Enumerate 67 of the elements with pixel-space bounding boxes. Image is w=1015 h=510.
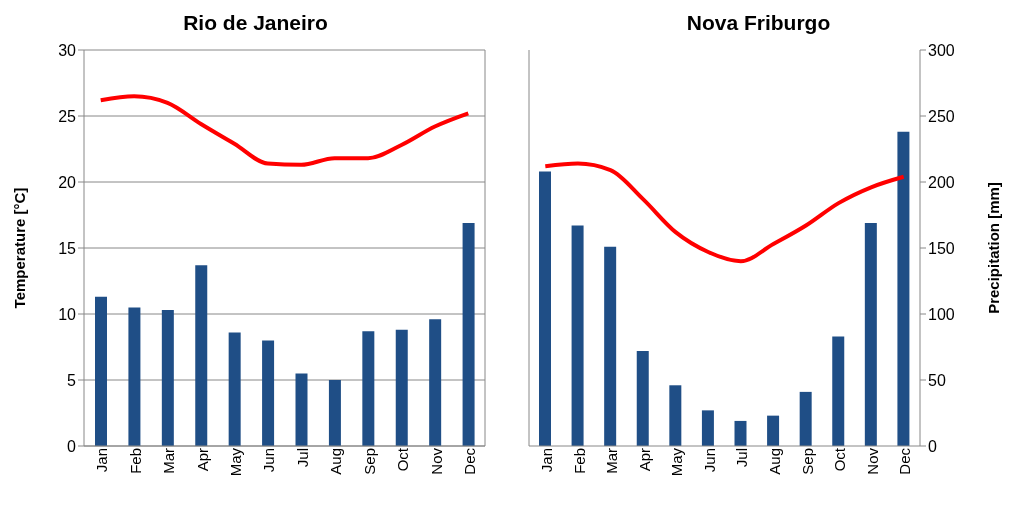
- x-tick-label: Dec: [896, 447, 914, 475]
- x-tick-label: Sep: [360, 448, 378, 475]
- x-tick-label: Aug: [327, 448, 345, 475]
- bar: [571, 225, 584, 446]
- bar: [362, 331, 375, 446]
- x-tick-label: Jun: [260, 448, 278, 473]
- x-tick-label: Jul: [293, 448, 311, 468]
- y-tick-label: 0: [67, 437, 77, 455]
- x-tick-label: Mar: [603, 448, 621, 474]
- y2-tick-label: 50: [928, 371, 946, 389]
- bar: [195, 265, 208, 446]
- y-tick-label: 30: [58, 41, 77, 59]
- chart-title: Nova Friburgo: [685, 10, 832, 36]
- y2-tick-label: 200: [928, 173, 955, 191]
- bar: [228, 332, 241, 446]
- bar: [462, 222, 475, 446]
- y2-tick-label: 150: [928, 239, 955, 257]
- y-tick-label: 25: [58, 107, 77, 125]
- x-tick-label: Jul: [733, 448, 751, 468]
- x-tick-label: Aug: [766, 448, 784, 475]
- x-tick-label: Jun: [700, 448, 718, 473]
- y-tick-label: 20: [58, 173, 77, 191]
- bar: [95, 296, 107, 446]
- y2-tick-label: 250: [928, 107, 955, 125]
- bar: [429, 319, 442, 446]
- bar: [669, 385, 682, 446]
- x-tick-label: Jan: [537, 448, 555, 473]
- x-tick-label: Nov: [427, 447, 445, 475]
- bar: [539, 171, 551, 446]
- bar: [897, 131, 910, 446]
- bar: [328, 380, 341, 446]
- bar: [734, 420, 747, 446]
- bar: [604, 246, 617, 446]
- bar: [799, 391, 812, 446]
- x-tick-label: Oct: [394, 447, 412, 472]
- x-tick-label: Nov: [863, 447, 881, 475]
- y2-axis-title: Precipitation [mm]: [985, 182, 1003, 314]
- x-tick-label: Apr: [635, 448, 653, 472]
- y-tick-label: 10: [58, 305, 77, 323]
- x-tick-label: May: [227, 447, 245, 477]
- bar: [864, 222, 877, 446]
- y-axis-title: Temperature [°C]: [11, 187, 29, 309]
- y2-tick-label: 0: [928, 437, 937, 455]
- bar: [636, 350, 649, 446]
- bar: [832, 336, 845, 446]
- bar: [701, 410, 714, 446]
- x-tick-label: Jan: [93, 448, 111, 473]
- line-series: [98, 94, 471, 167]
- x-tick-label: Sep: [798, 448, 816, 475]
- x-tick-label: Mar: [160, 448, 178, 474]
- bar: [128, 307, 141, 446]
- y2-tick-label: 300: [928, 41, 955, 59]
- x-tick-label: May: [668, 447, 686, 477]
- y-tick-label: 15: [58, 239, 77, 257]
- bar: [395, 329, 408, 446]
- bar: [262, 340, 275, 446]
- bar: [767, 415, 780, 446]
- bar: [295, 373, 308, 446]
- chart-title: Rio de Janeiro: [182, 10, 329, 36]
- x-tick-label: Dec: [460, 447, 478, 475]
- x-tick-label: Apr: [193, 448, 211, 472]
- y2-tick-label: 100: [928, 305, 955, 323]
- x-tick-label: Feb: [126, 448, 144, 474]
- y-tick-label: 5: [67, 371, 77, 389]
- x-tick-label: Feb: [570, 448, 588, 474]
- x-tick-label: Oct: [831, 447, 849, 472]
- bar: [161, 310, 174, 446]
